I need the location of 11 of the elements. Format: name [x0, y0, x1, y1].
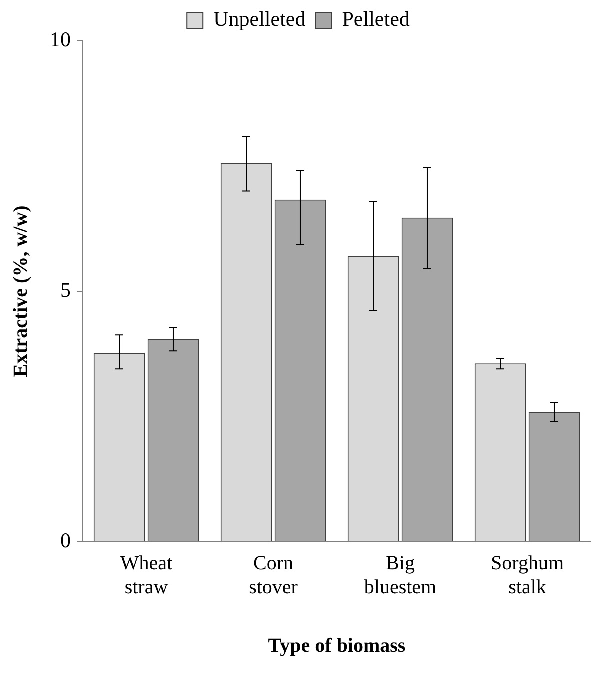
y-axis-title: Extractive (%, w/w): [10, 206, 32, 378]
x-tick-label: Big bluestem: [364, 552, 438, 598]
y-tick-label: 0: [60, 528, 71, 553]
x-tick-label: Corn stover: [249, 552, 298, 598]
legend-label: Pelleted: [342, 7, 410, 32]
x-tick-label: Wheat straw: [120, 552, 174, 598]
x-axis-title: Type of biomass: [268, 635, 406, 658]
x-tick-label: Sorghum stalk: [491, 552, 564, 598]
y-tick-label: 5: [60, 278, 71, 302]
y-tick-label: 10: [50, 28, 71, 52]
legend-label: Unpelleted: [214, 7, 306, 32]
